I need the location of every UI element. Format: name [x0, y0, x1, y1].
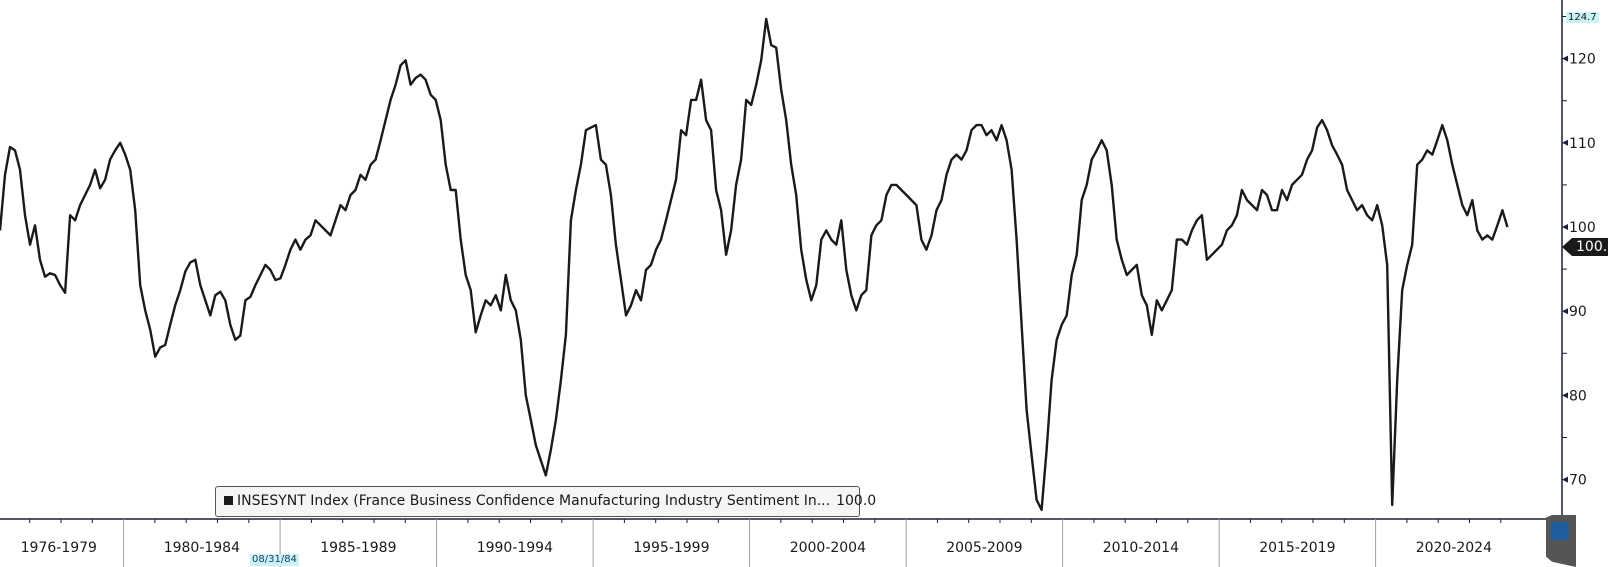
y-axis: 70 80 90 100 110 120	[1561, 0, 1596, 519]
x-tick-label: 1990-1994	[477, 540, 553, 556]
legend-value: 100.0	[836, 493, 877, 509]
x-tick-label: 2020-2024	[1416, 540, 1492, 556]
y-tick-label: 70	[1569, 473, 1587, 489]
y-tick-major	[1562, 224, 1568, 230]
cursor-date-label: 08/31/84	[250, 554, 299, 566]
x-tick-label: 2015-2019	[1259, 540, 1335, 556]
x-tick-label: 2005-2009	[946, 540, 1022, 556]
y-tick-major	[1562, 139, 1568, 146]
y-tick-label: 80	[1569, 388, 1587, 404]
legend-swatch	[224, 496, 233, 505]
x-tick-label: 1985-1989	[320, 540, 396, 556]
y-tick-label: 100	[1569, 220, 1596, 236]
y-tick-label: 110	[1569, 136, 1596, 152]
y-tick-major	[1562, 308, 1568, 315]
x-axis: 1976-1979 1980-1984 1985-1989 1990-1994 1995…	[0, 518, 1562, 567]
y-tick-major	[1562, 55, 1568, 62]
x-tick-label: 1976-1979	[21, 540, 97, 556]
y-tick-label: 90	[1569, 304, 1587, 320]
y-tick-label: 120	[1569, 52, 1596, 68]
x-tick-label: 2000-2004	[790, 540, 866, 556]
x-tick-label: 1980-1984	[164, 540, 240, 556]
legend[interactable]: INSESYNT Index (France Business Confiden…	[215, 486, 876, 517]
y-tick-major	[1562, 476, 1568, 483]
y-tick-major	[1562, 392, 1568, 399]
max-value-label: 124.7	[1566, 12, 1599, 23]
series-line-insesynt	[0, 17, 1509, 512]
legend-text: INSESYNT Index (France Business Confiden…	[237, 493, 831, 509]
x-tick-label: 2010-2014	[1103, 540, 1179, 556]
last-value-label: 100.0	[1562, 238, 1608, 256]
bloomberg-widget-icon[interactable]	[1546, 515, 1576, 567]
x-tick-label: 1995-1999	[633, 540, 709, 556]
widget-glyph-icon	[1551, 522, 1569, 540]
